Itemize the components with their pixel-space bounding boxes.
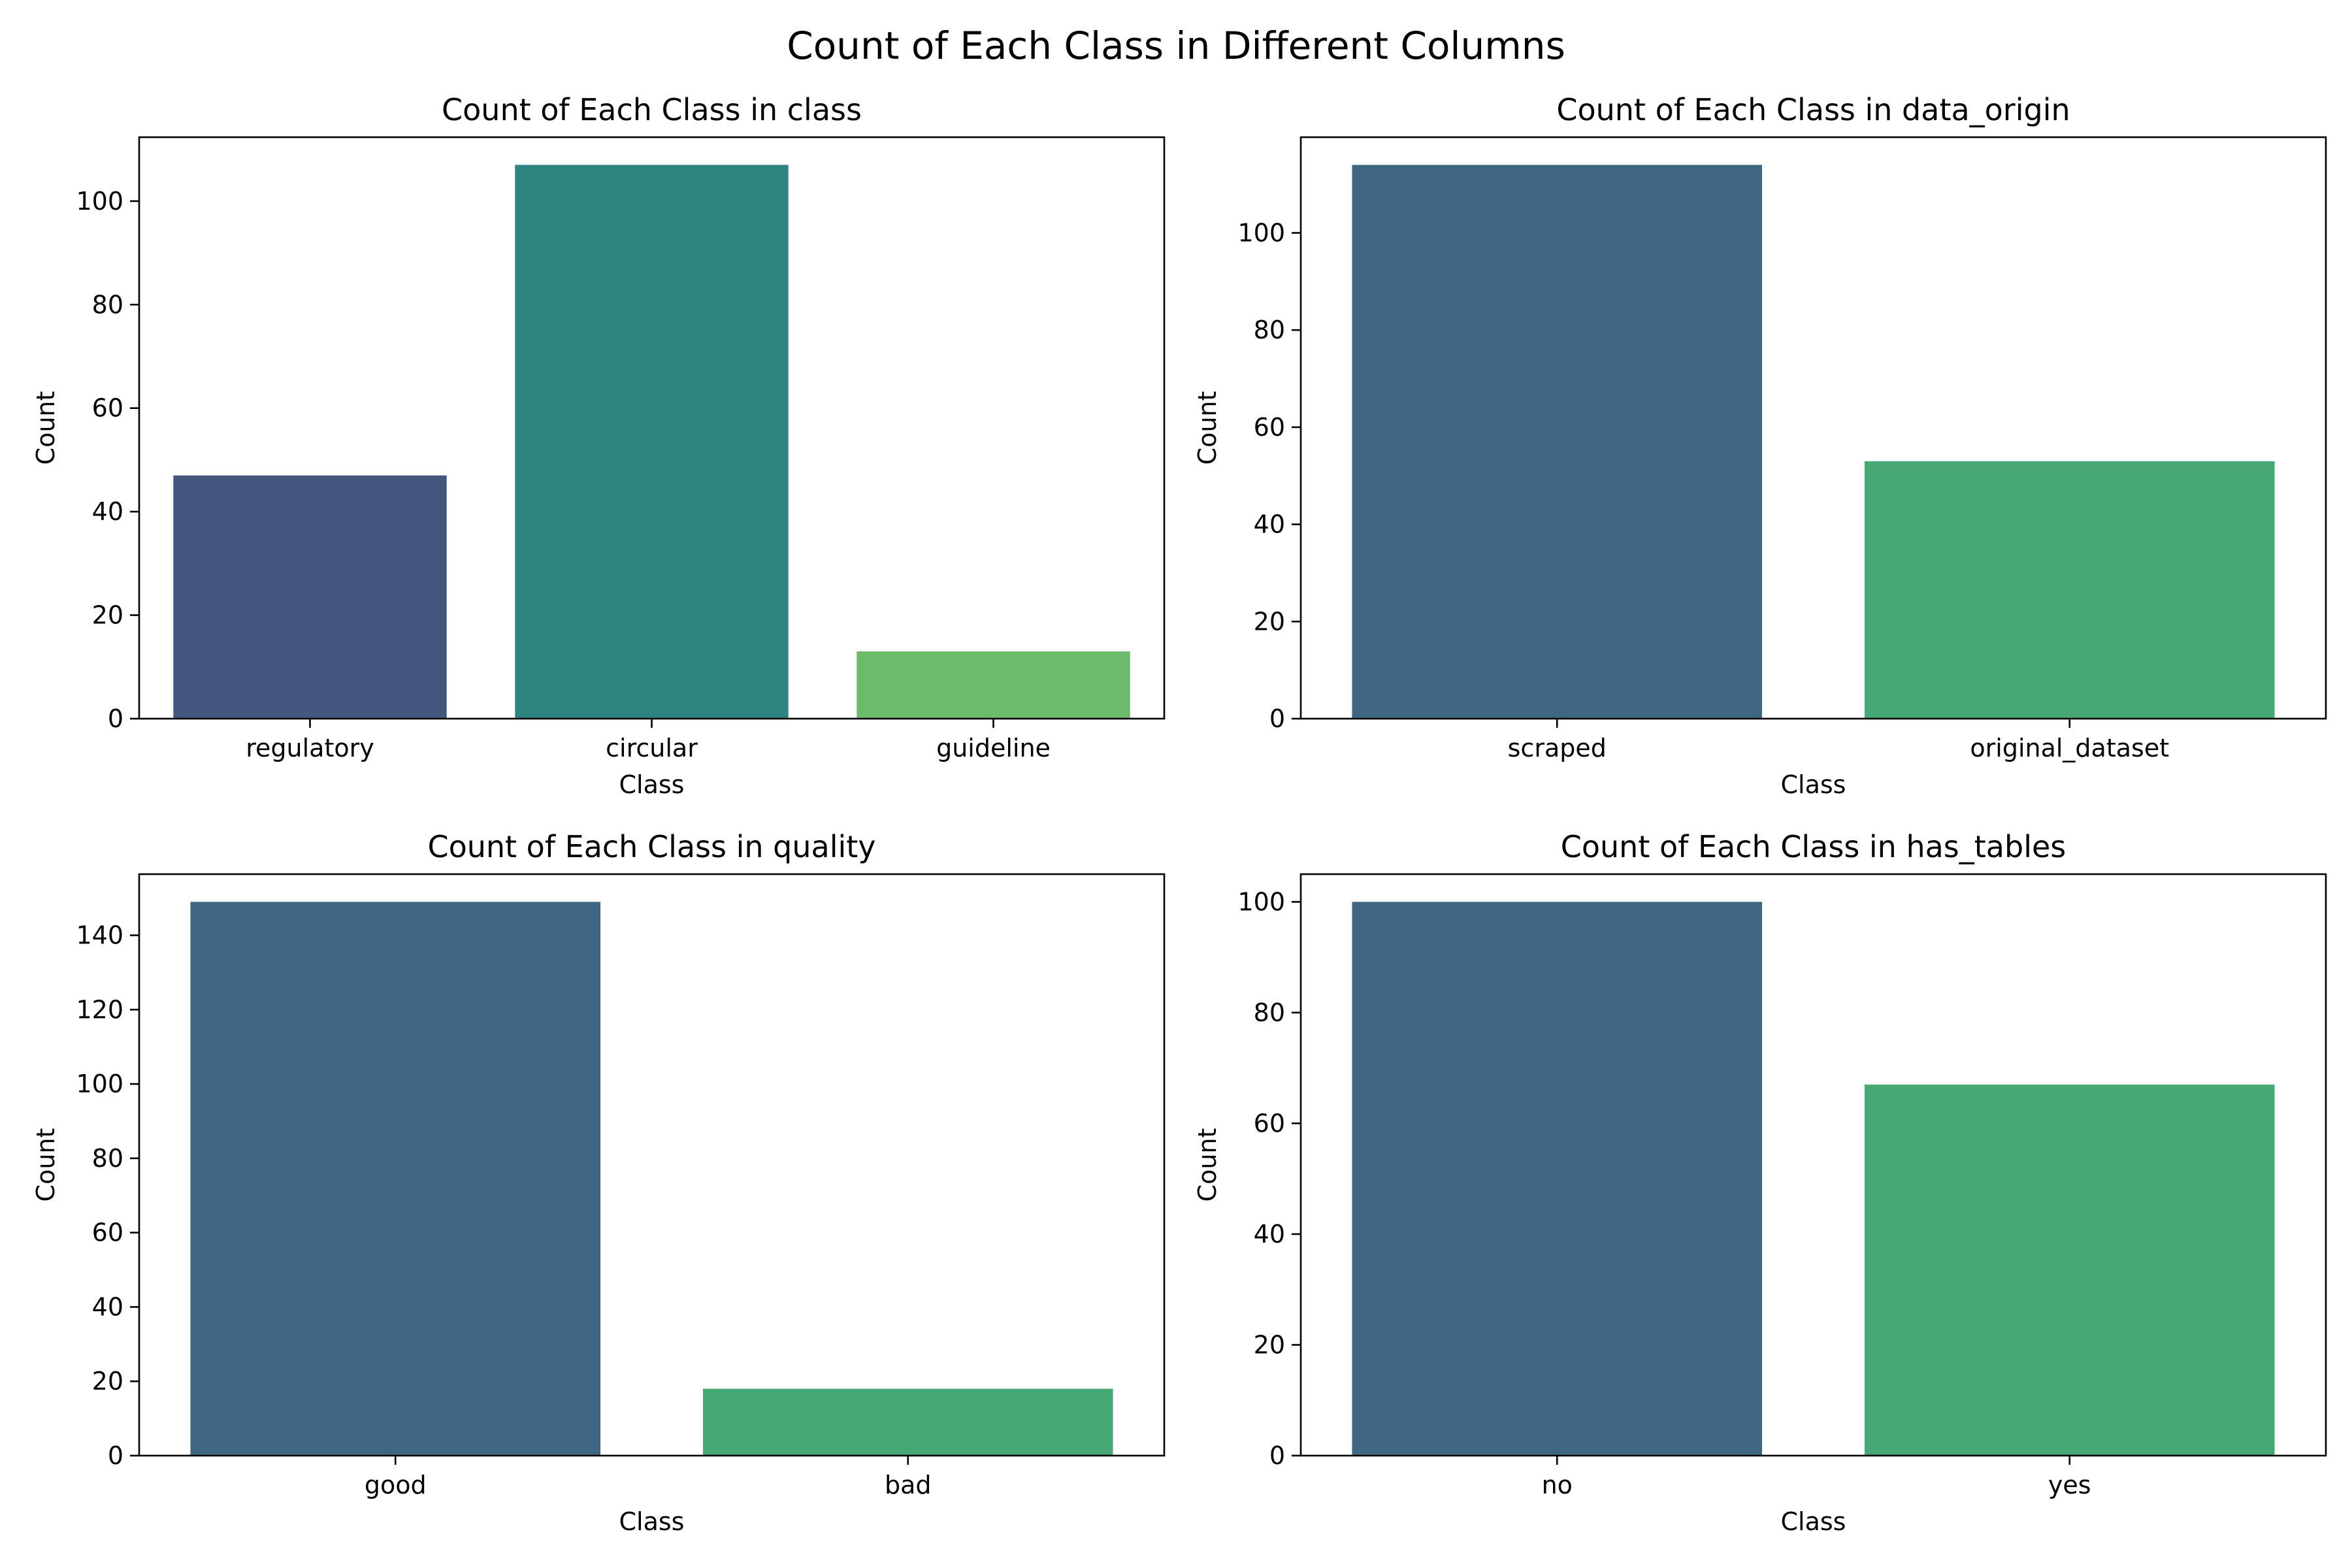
y-tick-label: 40 [1254,510,1285,539]
y-tick-label: 0 [108,1441,123,1470]
y-axis-label: Count [31,1128,60,1202]
y-tick-label: 20 [1254,1330,1285,1359]
chart-title: Count of Each Class in has_tables [1561,829,2066,864]
chart-title: Count of Each Class in data_origin [1556,92,2070,127]
y-tick-label: 60 [92,1218,123,1247]
chart-1: 0 20 40 60 80 100 regulatory circular guideline C… [31,92,1166,799]
chart-3: 0 20 40 60 80 100 120 140 good bad Count of Each C… [31,829,1166,1536]
y-tick-label: 40 [1254,1220,1285,1249]
y-tick-label: 0 [1269,1441,1285,1470]
bar-scraped [1352,165,1763,719]
bar-guideline [857,651,1130,719]
bar-circular [515,165,789,719]
y-axis-label: Count [1193,391,1222,465]
x-axis-label: Class [619,1507,685,1536]
y-tick-label: 80 [92,290,123,319]
y-tick-label: 100 [1237,887,1285,916]
bar-original_dataset [1864,461,2275,719]
y-tick-label: 0 [1269,704,1285,733]
y-tick-label: 80 [1254,316,1285,344]
x-tick-label: bad [885,1471,932,1499]
x-tick-label: circular [606,734,698,762]
chart-2: 0 20 40 60 80 100 scraped original_dataset Count… [1193,92,2327,799]
bar-regulatory [173,475,447,719]
axes-frame [138,873,1166,1457]
x-axis-label: Class [619,770,685,799]
bar-bad [702,1388,1113,1456]
x-tick-label: good [365,1471,427,1499]
y-tick-label: 20 [1254,607,1285,636]
y-tick-label: 80 [92,1144,123,1173]
y-tick-label: 40 [92,497,123,526]
y-tick-label: 60 [92,394,123,423]
y-tick-label: 100 [76,187,123,216]
y-axis-label: Count [1193,1128,1222,1202]
x-axis-label: Class [1781,770,1846,799]
y-tick-label: 60 [1254,413,1285,442]
y-tick-label: 0 [108,704,123,733]
y-tick-label: 100 [76,1070,123,1098]
x-tick-label: scraped [1508,734,1607,762]
chart-title: Count of Each Class in class [442,92,862,127]
chart-title: Count of Each Class in quality [427,829,875,864]
y-tick-label: 100 [1237,218,1285,247]
y-tick-label: 20 [92,1367,123,1396]
x-tick-label: regulatory [246,734,374,762]
x-tick-label: original_dataset [1970,734,2169,762]
y-tick-label: 80 [1254,998,1285,1027]
y-tick-label: 60 [1254,1109,1285,1137]
figure-suptitle: Count of Each Class in Different Columns [787,24,1565,68]
bar-no [1352,902,1763,1456]
bar-yes [1864,1085,2275,1456]
y-tick-label: 20 [92,601,123,630]
chart-4: 0 20 40 60 80 100 no yes Count of Each Class in … [1193,829,2327,1536]
x-axis-label: Class [1781,1507,1846,1536]
y-tick-label: 140 [76,921,123,950]
y-tick-label: 40 [92,1292,123,1321]
x-tick-label: yes [2048,1471,2091,1499]
y-tick-label: 120 [76,995,123,1024]
axes-frame [1299,873,2327,1457]
y-axis-label: Count [31,391,60,465]
x-tick-label: guideline [936,734,1051,762]
bar-good [190,902,601,1456]
x-tick-label: no [1542,1471,1573,1499]
